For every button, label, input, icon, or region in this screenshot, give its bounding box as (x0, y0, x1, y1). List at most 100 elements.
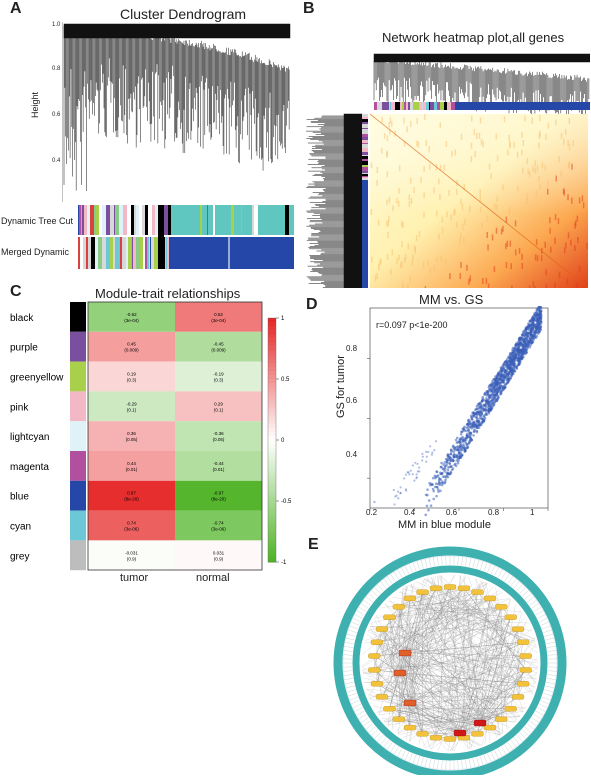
panel-c-letter: C (10, 283, 22, 300)
heatmap-cell (88, 331, 175, 362)
panel-a-ytick: 1.0 (52, 22, 61, 28)
panel-a-ytick: 0.8 (52, 66, 61, 72)
cell-pvalue: (0.9) (127, 556, 137, 561)
colorbar-tick: 0.5 (281, 377, 290, 383)
cell-correlation: -0.45 (213, 342, 224, 347)
panel-d-xlabel: MM in blue module (398, 519, 491, 531)
dynamic-tree-cut-label: Dynamic Tree Cut (1, 216, 74, 226)
panel-b-letter: B (303, 0, 315, 17)
module-label: grey (10, 551, 29, 562)
panel-d-title: MM vs. GS (419, 292, 484, 307)
cell-pvalue: (0.009) (211, 348, 226, 353)
heatmap-cell (175, 540, 262, 571)
cell-correlation: -0.19 (213, 372, 224, 377)
panel-d-ytick: 0.8 (346, 344, 358, 353)
colorbar-tick: 1 (281, 316, 285, 322)
module-color-bars (78, 205, 294, 269)
heatmap-cell (88, 451, 175, 481)
module-swatch (70, 331, 86, 362)
cell-correlation: -0.031 (125, 550, 138, 555)
merged-dynamic-label: Merged Dynamic (1, 247, 70, 257)
cell-pvalue: (0.1) (214, 407, 224, 412)
cell-pvalue: (0.3) (127, 378, 137, 383)
column-label-tumor: tumor (120, 572, 149, 584)
module-label: magenta (10, 462, 49, 473)
module-label: lightcyan (10, 432, 49, 443)
module-swatch (70, 361, 86, 392)
cell-correlation: 0.36 (127, 431, 136, 436)
cell-pvalue: (0.05) (213, 437, 225, 442)
cell-pvalue: (0.01) (213, 467, 225, 472)
panel-d-letter: D (306, 296, 318, 313)
module-swatch (70, 302, 86, 332)
cell-pvalue: (0.1) (127, 407, 137, 412)
cell-correlation: -0.44 (213, 461, 224, 466)
panel-b-title: Network heatmap plot,all genes (382, 30, 565, 45)
module-label: blue (10, 492, 29, 503)
panel-d-ylabel: GS for tumor (335, 355, 347, 418)
heatmap-cell (175, 480, 262, 511)
column-label-normal: normal (196, 572, 230, 584)
panel-a-title: Cluster Dendrogram (120, 6, 247, 22)
mm-gs-scatter (367, 306, 549, 517)
cell-correlation: 0.29 (214, 401, 223, 406)
module-swatch (70, 421, 86, 451)
cell-correlation: 0.45 (127, 342, 136, 347)
cell-pvalue: (3e-04) (211, 318, 226, 323)
colorbar-tick: 0 (281, 438, 285, 444)
panel-d-xtick: 0.2 (366, 508, 378, 517)
heatmap-cell (88, 510, 175, 541)
cell-correlation: 0.19 (127, 372, 136, 377)
panel-d-xtick: 0.6 (446, 508, 458, 517)
heatmap-cell (175, 451, 262, 481)
module-swatch (70, 540, 86, 571)
cell-correlation: -0.97 (213, 491, 224, 496)
cell-correlation: 0.44 (127, 461, 136, 466)
cell-correlation: -0.36 (213, 431, 224, 436)
panel-e-letter: E (308, 536, 319, 553)
module-label: greenyellow (10, 373, 64, 384)
cell-pvalue: (0.01) (126, 467, 138, 472)
module-swatch (70, 391, 86, 422)
panel-a-ylabel: Height (30, 91, 40, 118)
cell-correlation: 0.031 (213, 550, 225, 555)
heatmap-cell (88, 302, 175, 332)
panel-d-xtick: 1 (530, 508, 535, 517)
correlation-annotation: r=0.097 p<1e-200 (376, 320, 448, 330)
heatmap-cell (88, 421, 175, 451)
heatmap-cell (88, 391, 175, 422)
panel-d-xtick: 0.4 (404, 508, 416, 517)
heatmap-cell (175, 361, 262, 392)
module-trait-heatmap: black -0.62(3e-04)0.62(3e-04)purple 0.45(0… (10, 301, 292, 571)
heatmap-cell (88, 361, 175, 392)
panel-a-letter: A (10, 0, 22, 17)
cell-correlation: 0.62 (214, 312, 223, 317)
network-heatmap (306, 53, 590, 288)
cell-pvalue: (8e-20) (211, 497, 226, 502)
cell-correlation: -0.62 (126, 312, 137, 317)
module-swatch (70, 480, 86, 511)
cell-correlation: -0.29 (126, 401, 137, 406)
panel-a-ytick: 0.6 (52, 112, 61, 118)
heatmap-cell (175, 421, 262, 451)
heatmap-cell (175, 331, 262, 362)
panel-d-xtick: 0.8 (488, 508, 500, 517)
cell-pvalue: (0.9) (214, 556, 224, 561)
cell-pvalue: (0.009) (124, 348, 139, 353)
cell-pvalue: (3e-06) (211, 527, 226, 532)
cell-pvalue: (3e-06) (124, 527, 139, 532)
panel-a-ytick: 0.4 (52, 158, 61, 164)
cell-pvalue: (3e-04) (124, 318, 139, 323)
cell-correlation: -0.74 (213, 521, 224, 526)
heatmap-cell (88, 540, 175, 571)
gene-network (333, 546, 567, 775)
heatmap-cell (175, 391, 262, 422)
module-label: black (10, 313, 34, 324)
module-swatch (70, 510, 86, 541)
cell-pvalue: (8e-20) (124, 497, 139, 502)
heatmap-cell (88, 480, 175, 511)
module-label: cyan (10, 522, 31, 533)
colorbar-tick: -1 (281, 560, 287, 566)
cell-pvalue: (0.05) (126, 437, 138, 442)
colorbar-tick: -0.5 (281, 499, 292, 505)
